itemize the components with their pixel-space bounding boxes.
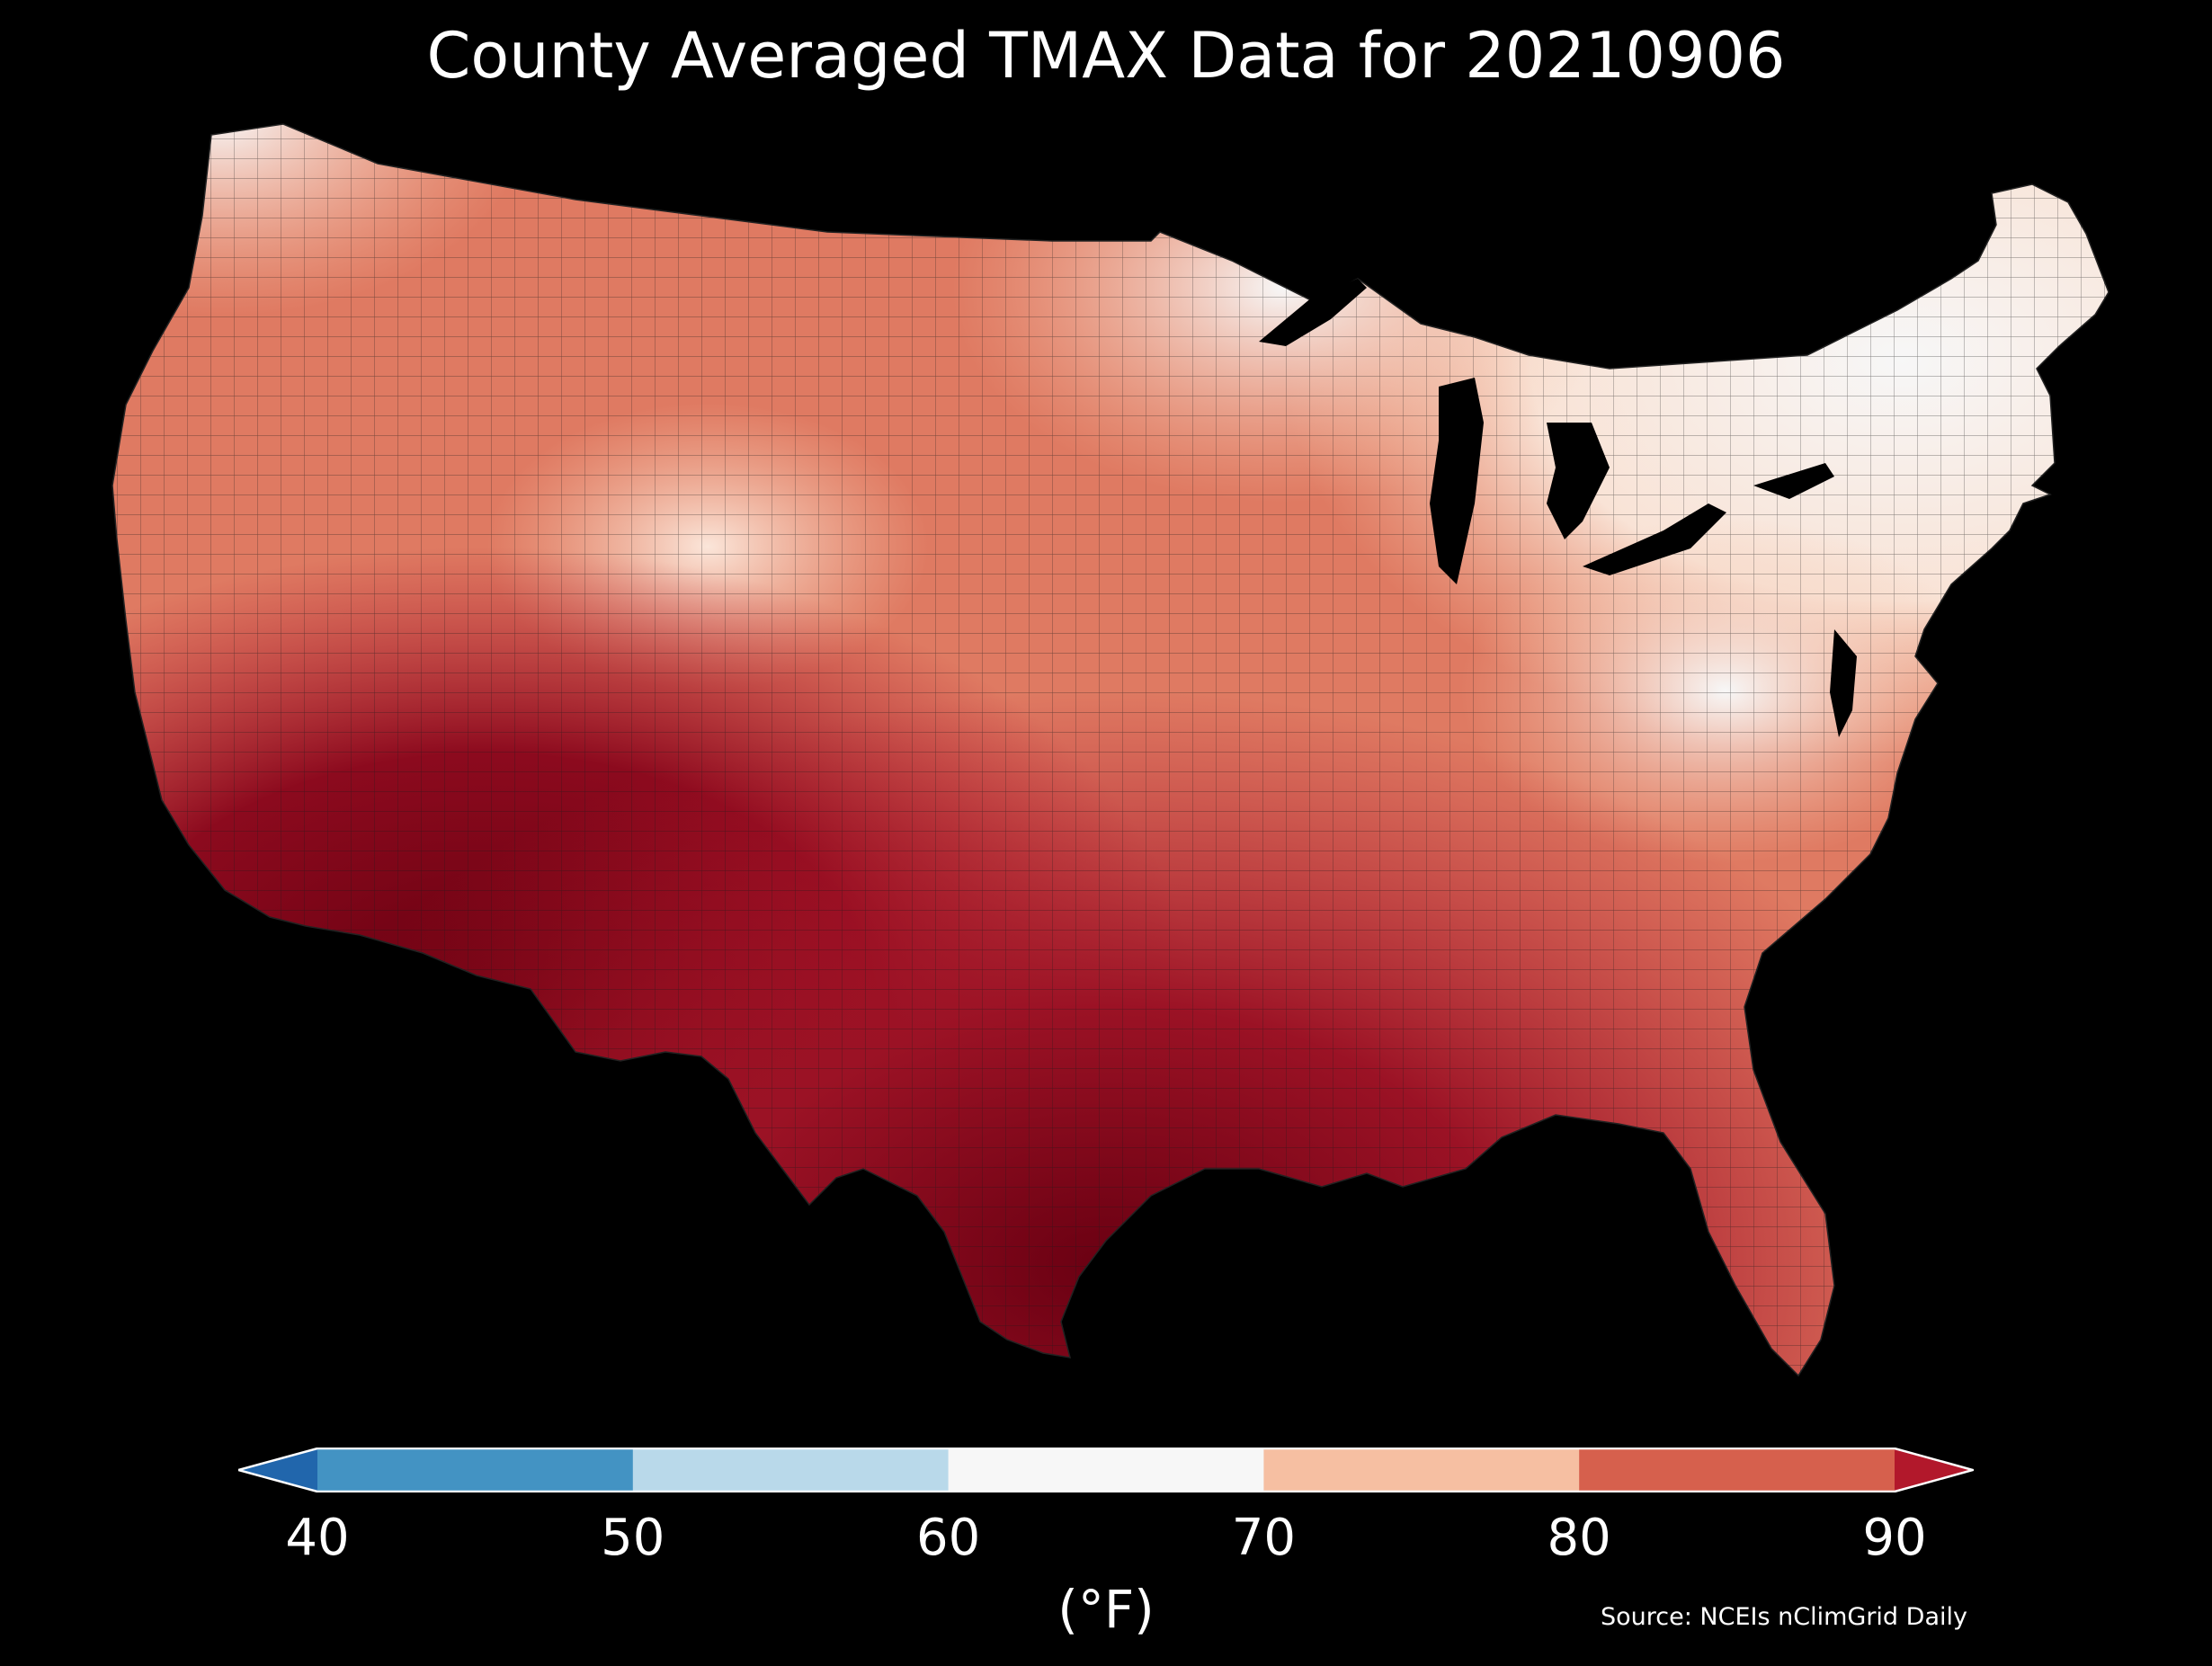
map-title: County Averaged TMAX Data for 20210906 [426, 19, 1786, 93]
lake-erie [1583, 503, 1726, 575]
colorbar-extend-high [1895, 1448, 1974, 1492]
lake-michigan [1430, 378, 1484, 584]
colorbar-unit-label: (°F) [1057, 1579, 1155, 1640]
colorbar-tick-label: 40 [285, 1509, 350, 1567]
colorbar-bin-60-70 [948, 1448, 1264, 1492]
colorbar-tick-label: 60 [915, 1509, 981, 1567]
colorbar-bin-50-60 [632, 1448, 950, 1492]
colorbar-bin-70-80 [1263, 1448, 1580, 1492]
lake-ontario [1753, 463, 1834, 499]
us-outline [111, 123, 2109, 1377]
colorbar-svg [234, 1447, 1977, 1493]
us-county-map [111, 123, 2109, 1377]
colorbar-bin-80-90 [1579, 1448, 1895, 1492]
colorbar-tick-label: 90 [1862, 1509, 1927, 1567]
colorbar-tick-label: 50 [601, 1509, 665, 1567]
colorbar-bin-40-50 [317, 1448, 634, 1492]
chesapeake-bay [1830, 629, 1857, 737]
colorbar [234, 1447, 1977, 1493]
lake-huron [1547, 423, 1610, 539]
colorbar-extend-low [238, 1448, 317, 1492]
choropleth-map [111, 123, 2109, 1377]
map-fill-layer [112, 124, 2109, 1376]
great-lakes [1259, 279, 1834, 584]
colorbar-tick-label: 80 [1547, 1509, 1611, 1567]
colorbar-tick-label: 70 [1231, 1509, 1297, 1567]
lake-superior [1259, 279, 1367, 346]
source-credit: Source: NCEIs nClimGrid Daily [1601, 1603, 1967, 1631]
